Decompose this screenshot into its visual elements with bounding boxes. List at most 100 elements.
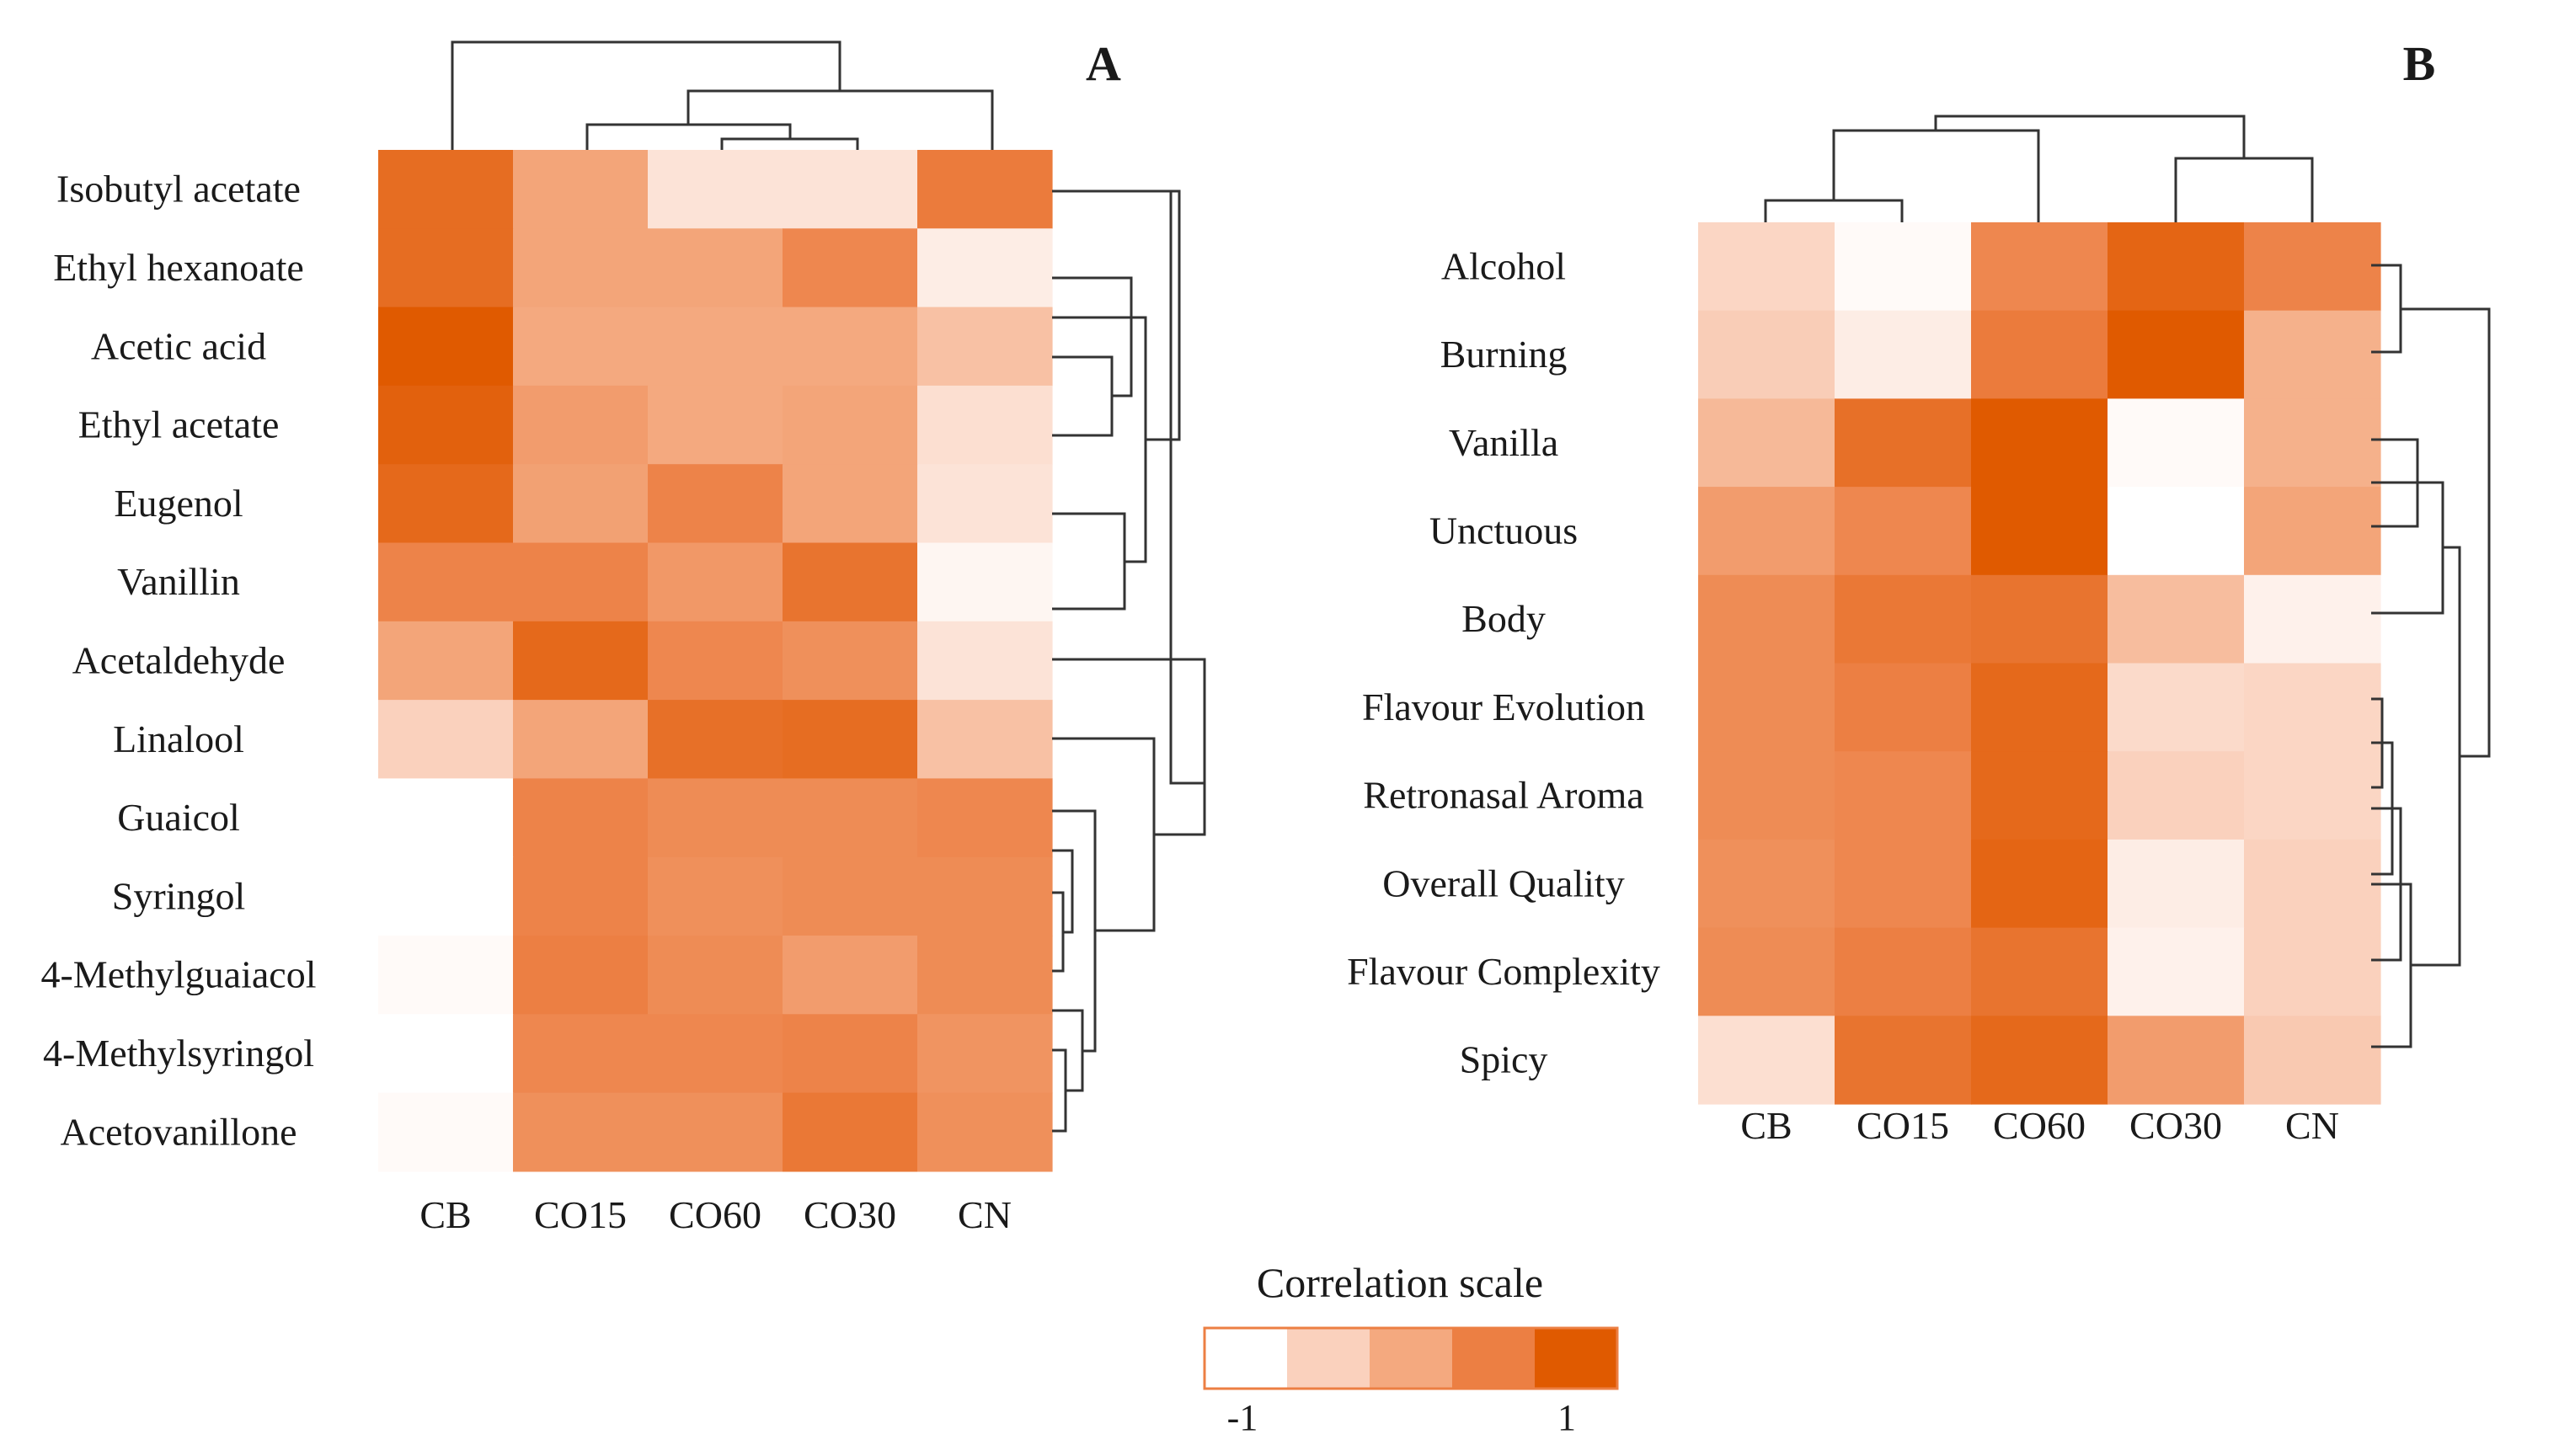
heatmap-cell-a-syringol-co60 bbox=[648, 856, 783, 936]
color-scale-swatch-2 bbox=[1287, 1328, 1370, 1389]
column-label-a-co60: CO60 bbox=[669, 1193, 761, 1236]
heatmap-cell-a-4-methylguaiacol-co15 bbox=[513, 936, 649, 1015]
heatmap-cell-a-ethyl-acetate-cb bbox=[378, 385, 514, 465]
heatmap-cell-a-eugenol-cn bbox=[917, 464, 1053, 544]
row-label-a-ethyl-hexanoate: Ethyl hexanoate bbox=[53, 246, 304, 289]
heatmap-cell-a-eugenol-co15 bbox=[513, 464, 649, 544]
heatmap-cell-a-linalool-co60 bbox=[648, 700, 783, 779]
color-scale-min-label: -1 bbox=[1227, 1397, 1258, 1438]
panel-a-row-labels: Isobutyl acetate Ethyl hexanoate Acetic ac… bbox=[40, 168, 316, 1154]
heatmap-cell-a-vanillin-co60 bbox=[648, 542, 783, 622]
heatmap-cell-b-flavour-evolution-cn bbox=[2244, 663, 2381, 752]
heatmap-cell-a-eugenol-co60 bbox=[648, 464, 783, 544]
heatmap-cell-a-acetaldehyde-co30 bbox=[783, 621, 918, 701]
heatmap-cell-a-acetovanillone-cn bbox=[917, 1092, 1053, 1172]
heatmap-cell-a-ethyl-hexanoate-cb bbox=[378, 228, 514, 308]
heatmap-cell-a-guaicol-co30 bbox=[783, 778, 918, 858]
heatmap-cell-b-vanilla-co30 bbox=[2108, 398, 2245, 488]
heatmap-cell-b-overall-quality-cn bbox=[2244, 839, 2381, 929]
heatmap-cell-b-overall-quality-co60 bbox=[1971, 839, 2108, 929]
a-row-link-12 bbox=[1052, 658, 1206, 836]
a-col-link-co60-co30 bbox=[720, 137, 859, 150]
heatmap-cell-b-flavour-complexity-cb bbox=[1698, 927, 1835, 1016]
color-scale-title: Correlation scale bbox=[1257, 1259, 1543, 1306]
color-scale-swatches bbox=[1203, 1326, 1619, 1390]
heatmap-cell-b-vanilla-co15 bbox=[1835, 398, 1972, 488]
heatmap-cell-b-burning-co30 bbox=[2108, 310, 2245, 399]
column-label-b-co15: CO15 bbox=[1856, 1104, 1949, 1147]
column-label-a-cb: CB bbox=[419, 1193, 471, 1236]
column-label-b-cb: CB bbox=[1740, 1104, 1792, 1147]
heatmap-cell-b-body-co60 bbox=[1971, 574, 2108, 664]
row-label-b-flavour-complexity: Flavour Complexity bbox=[1347, 950, 1660, 993]
heatmap-cell-b-overall-quality-co15 bbox=[1835, 839, 1972, 929]
a-col-link-co15-pair bbox=[585, 123, 792, 150]
color-scale-swatch-3 bbox=[1370, 1328, 1452, 1389]
row-label-a-ethyl-acetate: Ethyl acetate bbox=[78, 403, 280, 446]
heatmap-cell-a-acetaldehyde-co15 bbox=[513, 621, 649, 701]
heatmap-cell-a-ethyl-acetate-co15 bbox=[513, 385, 649, 465]
heatmap-cell-a-vanillin-co15 bbox=[513, 542, 649, 622]
heatmap-cell-b-retronasal-aroma-co15 bbox=[1835, 751, 1972, 840]
heatmap-cell-a-4-methylsyringol-co60 bbox=[648, 1014, 783, 1094]
color-scale-max-label: 1 bbox=[1557, 1397, 1576, 1438]
heatmap-cell-a-isobutyl-acetate-cb bbox=[378, 150, 514, 229]
heatmap-cell-b-spicy-cb bbox=[1698, 1016, 1835, 1105]
heatmap-cell-b-flavour-evolution-co30 bbox=[2108, 663, 2245, 752]
heatmap-cell-b-flavour-complexity-cn bbox=[2244, 927, 2381, 1016]
heatmap-cell-a-4-methylsyringol-cn bbox=[917, 1014, 1053, 1094]
panel-a-row-dendrogram bbox=[1052, 189, 1206, 1133]
heatmap-cell-a-acetovanillone-co60 bbox=[648, 1092, 783, 1172]
row-label-a-guaicol: Guaicol bbox=[117, 796, 240, 839]
row-label-a-4-methylguaiacol: 4-Methylguaiacol bbox=[40, 953, 316, 996]
row-label-b-flavour-evolution: Flavour Evolution bbox=[1362, 685, 1645, 728]
heatmap-cell-a-ethyl-hexanoate-co60 bbox=[648, 228, 783, 308]
heatmap-cell-a-acetovanillone-co30 bbox=[783, 1092, 918, 1172]
row-label-a-syringol: Syringol bbox=[112, 874, 245, 917]
row-label-a-acetic-acid: Acetic acid bbox=[91, 324, 266, 367]
a-row-link-root bbox=[1052, 189, 1205, 785]
heatmap-cell-a-acetic-acid-co15 bbox=[513, 307, 649, 387]
heatmap-cell-b-alcohol-cn bbox=[2244, 222, 2381, 312]
heatmap-cell-a-syringol-cn bbox=[917, 856, 1053, 936]
heatmap-cell-b-burning-cb bbox=[1698, 310, 1835, 399]
heatmap-cell-b-alcohol-co60 bbox=[1971, 222, 2108, 312]
panel-a-cells bbox=[378, 150, 1053, 1172]
heatmap-cell-a-4-methylguaiacol-cb bbox=[378, 936, 514, 1015]
heatmap-cell-a-linalool-cb bbox=[378, 700, 514, 779]
color-scale-legend: Correlation scale -1 1 bbox=[1203, 1259, 1619, 1438]
panel-b-column-labels: CB CO15 CO60 CO30 CN bbox=[1740, 1104, 2339, 1147]
heatmap-cell-b-alcohol-co15 bbox=[1835, 222, 1972, 312]
row-label-a-4-methylsyringol: 4-Methylsyringol bbox=[43, 1032, 314, 1075]
row-label-b-body: Body bbox=[1461, 597, 1546, 640]
heatmap-cell-a-4-methylguaiacol-co60 bbox=[648, 936, 783, 1015]
row-label-b-alcohol: Alcohol bbox=[1441, 244, 1566, 287]
heatmap-cell-b-flavour-evolution-co15 bbox=[1835, 663, 1972, 752]
a-row-link-5 bbox=[1052, 189, 1181, 441]
heatmap-cell-a-ethyl-hexanoate-co30 bbox=[783, 228, 918, 308]
heatmap-cell-a-acetic-acid-co60 bbox=[648, 307, 783, 387]
panel-a-column-dendrogram bbox=[451, 40, 994, 150]
heatmap-cell-a-4-methylguaiacol-cn bbox=[917, 936, 1053, 1015]
panel-b-column-dendrogram bbox=[1764, 115, 2314, 222]
column-label-a-co30: CO30 bbox=[804, 1193, 896, 1236]
row-label-a-eugenol: Eugenol bbox=[114, 482, 243, 525]
row-label-b-spicy: Spicy bbox=[1460, 1038, 1548, 1081]
heatmap-cell-b-flavour-complexity-co60 bbox=[1971, 927, 2108, 1016]
column-label-a-co15: CO15 bbox=[534, 1193, 627, 1236]
heatmap-cell-b-alcohol-cb bbox=[1698, 222, 1835, 312]
heatmap-cell-b-unctuous-co15 bbox=[1835, 487, 1972, 576]
heatmap-cell-b-body-cb bbox=[1698, 574, 1835, 664]
heatmap-cell-a-acetaldehyde-cb bbox=[378, 621, 514, 701]
heatmap-cell-a-acetovanillone-cb bbox=[378, 1092, 514, 1172]
row-label-a-linalool: Linalool bbox=[113, 717, 244, 760]
heatmap-cell-a-acetic-acid-cb bbox=[378, 307, 514, 387]
column-label-b-cn: CN bbox=[2285, 1104, 2339, 1147]
heatmap-cell-b-flavour-evolution-cb bbox=[1698, 663, 1835, 752]
row-label-b-retronasal-aroma: Retronasal Aroma bbox=[1363, 774, 1643, 817]
b-col-link-co60 bbox=[1832, 129, 2040, 222]
column-label-b-co30: CO30 bbox=[2129, 1104, 2222, 1147]
b-col-link-co30-cn bbox=[2174, 157, 2314, 222]
heatmap-cell-b-retronasal-aroma-cn bbox=[2244, 751, 2381, 840]
